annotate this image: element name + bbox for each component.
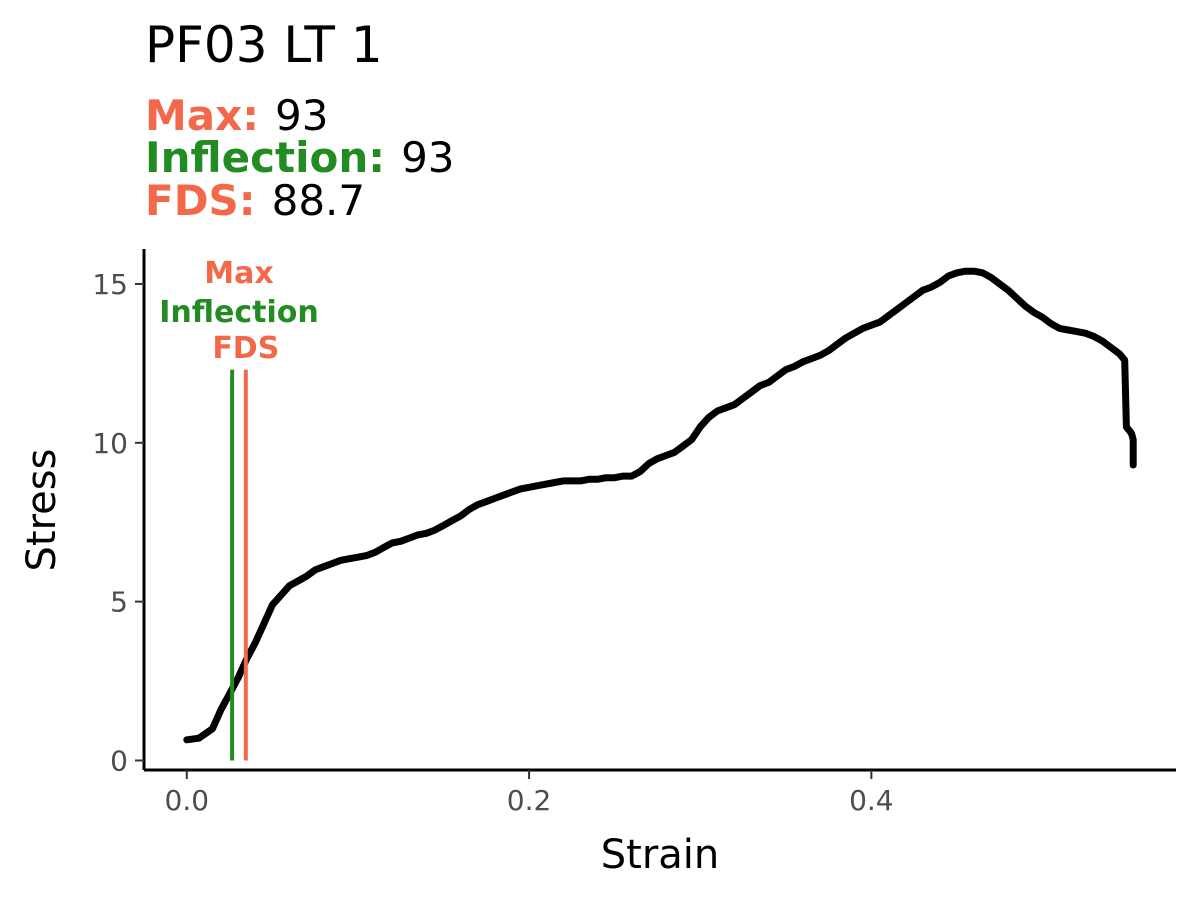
marker-label-inflection: Inflection [159, 295, 318, 330]
y-tick-label: 15 [92, 268, 128, 301]
x-tick-label: 0.2 [507, 784, 552, 817]
y-tick-label: 0 [110, 744, 128, 777]
marker-lines [230, 369, 248, 761]
stat-inflection: Inflection: 93 [145, 133, 455, 182]
chart-title: PF03 LT 1 [145, 16, 383, 74]
ticks: 0.0 0.2 0.4 0 5 10 15 [92, 268, 893, 817]
y-tick-label: 5 [110, 586, 128, 619]
marker-label-fds: FDS [212, 331, 279, 366]
stat-max: Max: 93 [145, 91, 328, 140]
stat-inflection-label: Inflection: [145, 133, 385, 182]
stat-fds: FDS: 88.7 [145, 176, 365, 225]
x-tick-label: 0.0 [165, 784, 210, 817]
stat-inflection-value: 93 [401, 133, 454, 182]
y-tick-label: 10 [92, 427, 128, 460]
stat-max-value: 93 [275, 91, 328, 140]
x-axis-title: Strain [601, 832, 720, 878]
axes [142, 249, 1176, 772]
stat-max-label: Max: [145, 91, 259, 140]
x-tick-label: 0.4 [849, 784, 894, 817]
stat-fds-label: FDS: [145, 176, 256, 225]
stat-fds-value: 88.7 [272, 176, 366, 225]
stress-strain-line [183, 267, 1137, 744]
y-axis-title: Stress [19, 449, 65, 572]
marker-label-max: Max [204, 256, 273, 291]
plot-area [183, 267, 1137, 744]
